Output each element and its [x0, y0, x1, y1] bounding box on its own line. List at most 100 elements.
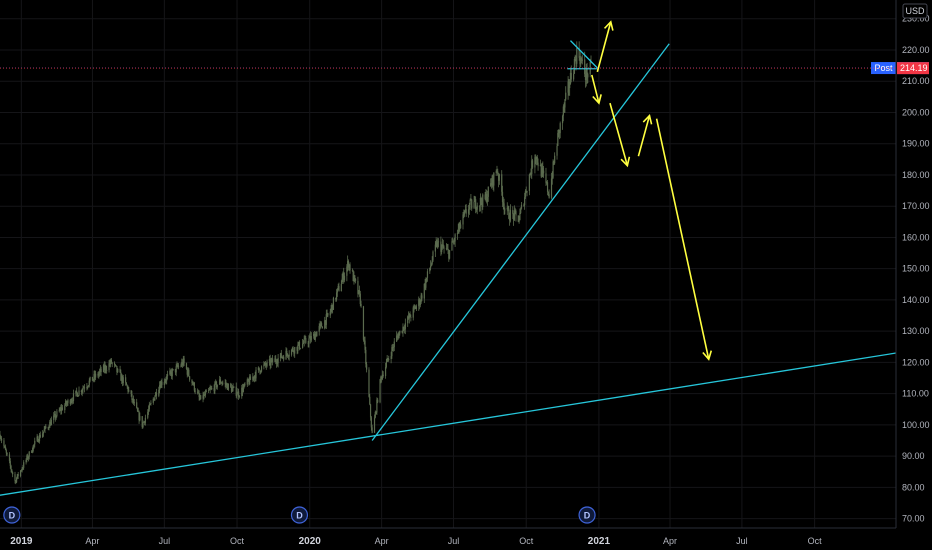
arrow[interactable] [637, 113, 653, 157]
arrow[interactable] [596, 20, 614, 73]
candle-body [110, 359, 112, 365]
candle-body [5, 450, 7, 453]
price-axis[interactable]: 230.00 220.00 210.00 200.00 190.00 180.00 170.… [895, 0, 930, 528]
candle-body [155, 392, 158, 396]
candle-body [508, 208, 510, 219]
arrow-shaft [637, 115, 651, 157]
arrow[interactable] [609, 102, 631, 168]
candle-body [460, 224, 462, 229]
candle-body [76, 390, 78, 393]
candle-body [49, 421, 52, 426]
candle-body [80, 390, 82, 393]
candle-body [390, 356, 392, 360]
candle-body [53, 413, 56, 416]
candle-body [535, 157, 537, 160]
candle-body [526, 190, 528, 193]
candle-body [44, 426, 46, 430]
candle-body [214, 382, 216, 391]
candle-body [468, 204, 470, 210]
candle-body [222, 382, 224, 384]
candle-body [452, 241, 455, 243]
candle-body [570, 72, 572, 80]
arrow-annotations[interactable] [591, 20, 713, 361]
candle-body [497, 171, 499, 175]
candle-body [504, 209, 506, 211]
candle-body [197, 392, 199, 394]
candle-body [28, 451, 30, 457]
candle-body [276, 363, 278, 365]
candle-body [78, 390, 80, 396]
candle-body [208, 389, 210, 391]
candle-body [515, 211, 517, 216]
candle-body [506, 207, 508, 210]
candle-body [191, 379, 193, 384]
candle-body [288, 354, 290, 357]
dividend-marker[interactable]: D [3, 506, 21, 524]
candle-body [535, 156, 538, 160]
candle-body [66, 402, 68, 405]
candle-body [473, 201, 475, 209]
x-tick-label: 2020 [299, 536, 322, 547]
candle-body [531, 160, 533, 175]
candle-body [37, 436, 39, 443]
candle-body [154, 396, 156, 401]
candle-body [399, 330, 401, 334]
candle-body [64, 405, 66, 411]
candle-body [111, 362, 113, 364]
candle-body [519, 212, 521, 221]
candle-body [362, 306, 365, 340]
dividend-marker[interactable]: D [578, 506, 596, 524]
candle-body [342, 272, 344, 279]
candle-body [304, 338, 306, 339]
candle-body [143, 421, 145, 423]
x-tick-label: Oct [808, 536, 823, 546]
candle-body [441, 244, 444, 247]
arrow[interactable] [655, 118, 713, 361]
candle-body [561, 115, 564, 124]
candle-body [105, 365, 107, 370]
candle-body [161, 381, 163, 385]
y-tick-label: 130.00 [902, 326, 930, 336]
candle-body [514, 210, 516, 212]
arrow-head [592, 94, 602, 105]
candle-body [364, 340, 366, 350]
arrow[interactable] [591, 74, 602, 105]
candle-body [584, 59, 586, 75]
candle-body [496, 171, 498, 173]
candle-body [153, 398, 155, 401]
candle-body [329, 311, 331, 316]
y-tick-label: 230.00 [902, 14, 930, 24]
session-tag-label: Post [874, 63, 893, 73]
candle-body [541, 167, 543, 177]
currency-badge[interactable]: USD [902, 3, 928, 19]
candle-body [265, 365, 267, 366]
candle-body [170, 370, 172, 373]
candle-body [454, 234, 456, 242]
time-axis[interactable]: 2019 Apr Jul Oct 2020 Apr Jul Oct 2021 Apr Jul Oct [0, 527, 896, 547]
candle-body [180, 365, 182, 367]
candle-body [242, 387, 244, 392]
candle-body [396, 335, 399, 337]
dividend-label: D [9, 511, 16, 521]
currency-label: USD [905, 6, 925, 16]
candle-body [325, 314, 327, 325]
candle-body [501, 174, 503, 192]
candle-body [246, 379, 248, 385]
trendline[interactable] [371, 43, 670, 441]
candle-body [58, 410, 60, 412]
y-tick-label: 190.00 [902, 139, 930, 149]
dividend-marker[interactable]: D [290, 506, 309, 524]
candle-body [354, 278, 357, 281]
candle-body [204, 394, 206, 396]
candle-body [220, 382, 222, 384]
trendlines[interactable] [0, 40, 897, 496]
candle-body [371, 427, 373, 433]
candle-body [139, 416, 141, 421]
trendline[interactable] [0, 352, 897, 496]
dividend-label: D [296, 511, 303, 521]
candle-body [65, 401, 67, 405]
trendline[interactable] [570, 40, 599, 70]
candle-body [34, 440, 36, 445]
